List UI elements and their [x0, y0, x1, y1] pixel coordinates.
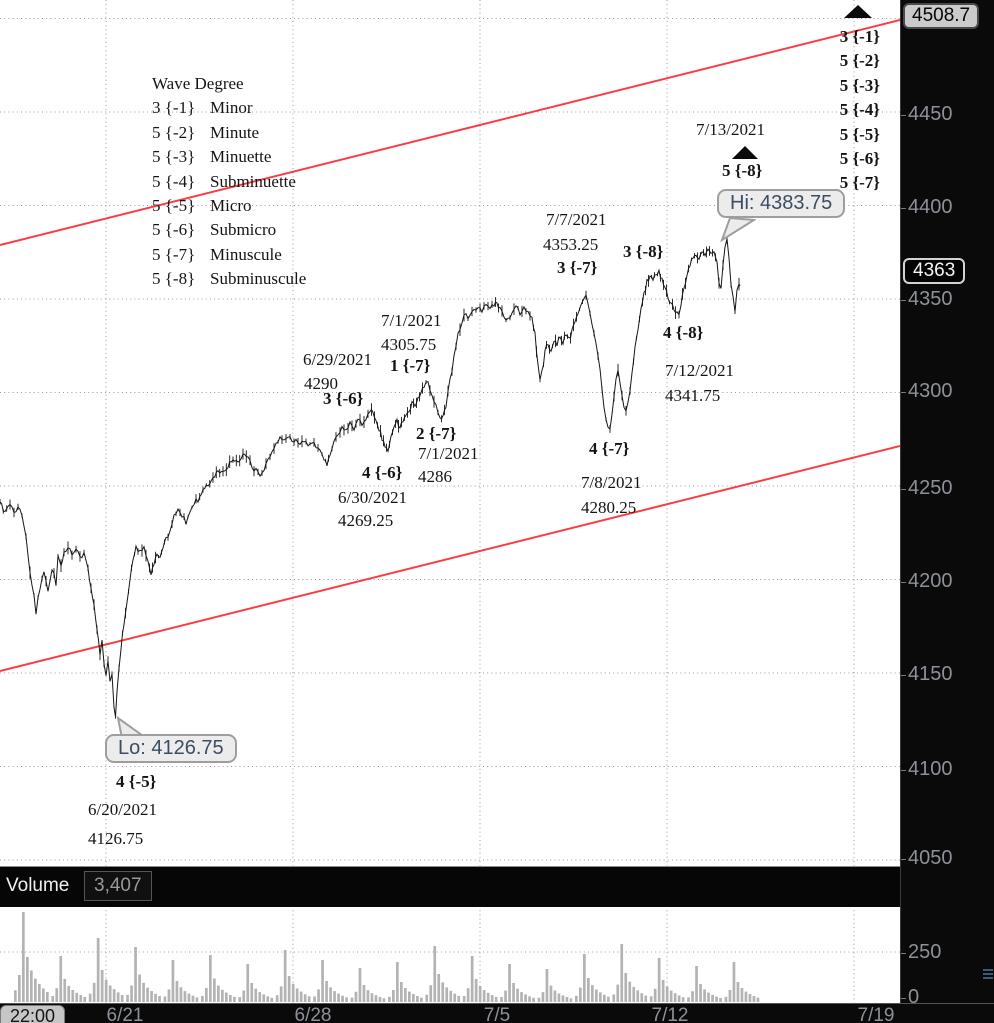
axis-tick	[901, 489, 906, 490]
price-axis-label: 4100	[908, 758, 953, 780]
wave-annotation: 6/30/2021	[338, 488, 407, 507]
price-axis[interactable]: 4508.7 4363 4450 4400 4350 4300 4250 4200 4150…	[900, 0, 994, 1023]
wave-annotation: 5 {-8}	[722, 161, 763, 180]
time-axis[interactable]: 6/21 6/28 7/5 7/12 7/19 22:00	[0, 1003, 994, 1023]
trendline-price-box: 4508.7	[903, 3, 980, 29]
legend-row: 5 {-5} Micro	[152, 196, 252, 216]
wave-annotation: 7/7/2021	[546, 210, 607, 229]
wave-annotation: 4 {-5}	[116, 772, 157, 791]
wave-annotation: 4305.75	[381, 335, 437, 354]
wave-annotation: 4 {-6}	[362, 463, 403, 482]
low-price-tooltip: Lo: 4126.75	[105, 734, 237, 763]
wave-stack-label: 5 {-3}	[839, 75, 880, 95]
legend-row: 5 {-4} Subminuette	[152, 171, 296, 191]
axis-tick	[901, 953, 906, 954]
price-axis-label: 4200	[908, 570, 953, 592]
wave-stack-label: 5 {-7}	[839, 173, 880, 193]
triangle-up-icon	[844, 5, 872, 18]
triangle-up-icon	[732, 146, 758, 159]
price-axis-label: 4300	[908, 380, 953, 402]
wave-stack-label: 3 {-1}	[839, 27, 880, 46]
legend-row: 5 {-7} Minuscule	[152, 244, 282, 264]
wave-stack-label: 5 {-6}	[839, 149, 880, 169]
wave-annotation: 4269.25	[338, 511, 394, 530]
price-axis-label: 4350	[908, 288, 953, 310]
time-axis-label: 6/28	[294, 1005, 332, 1023]
axis-tick	[901, 300, 906, 301]
wave-annotation: 4341.75	[665, 386, 721, 405]
volume-pane-header: Volume 3,407	[0, 866, 900, 907]
wave-annotation: 2 {-7}	[416, 424, 457, 443]
panel-resize-handle[interactable]	[983, 967, 993, 981]
wave-degree-legend: Wave Degree 3 {-1} Minor 5 {-2} Minute 5 {-3…	[152, 72, 306, 292]
wave-annotation: 4290	[304, 374, 338, 393]
axis-tick	[901, 675, 906, 676]
wave-annotation: 4280.25	[581, 498, 637, 517]
volume-axis-label: 0	[908, 986, 920, 1008]
wave-annotation: 6/29/2021	[303, 350, 372, 369]
wave-annotation: 7/1/2021	[418, 444, 479, 463]
wave-stack-label: 5 {-2}	[839, 51, 880, 71]
time-axis-label: 7/12	[651, 1005, 689, 1023]
volume-label: Volume	[6, 875, 70, 896]
wave-annotation: 3 {-7}	[557, 258, 598, 277]
high-price-tooltip: Hi: 4383.75	[717, 189, 846, 218]
legend-row: 5 {-8} Subminuscule	[152, 269, 307, 289]
price-axis-label: 4250	[908, 477, 953, 499]
wave-annotation: 1 {-7}	[390, 356, 431, 375]
wave-annotation: 7/8/2021	[581, 473, 642, 492]
current-time-box: 22:00	[0, 1005, 66, 1023]
wave-stack-label: 5 {-5}	[839, 124, 880, 144]
price-axis-label: 4150	[908, 663, 953, 685]
axis-tick	[901, 859, 906, 860]
wave-annotation: 4 {-8}	[663, 323, 704, 342]
axis-tick	[901, 392, 906, 393]
time-axis-label: 7/19	[857, 1005, 895, 1023]
wave-annotation: 4286	[418, 467, 452, 486]
volume-value: 3,407	[84, 871, 152, 901]
current-price-box: 4363	[903, 258, 966, 284]
time-axis-label: 6/21	[106, 1005, 144, 1023]
wave-annotation: 7/13/2021	[696, 120, 765, 139]
axis-tick	[901, 770, 906, 771]
time-axis-label: 7/5	[483, 1005, 511, 1023]
wave-annotation: 6/20/2021	[88, 800, 157, 819]
volume-axis-label: 250	[908, 941, 942, 963]
tooltip-tail	[720, 216, 756, 242]
price-axis-label: 4050	[908, 847, 953, 869]
legend-row: 3 {-1} Minor	[152, 98, 253, 118]
price-chart-canvas[interactable]	[0, 0, 900, 866]
price-axis-label: 4450	[908, 103, 953, 125]
legend-row: 5 {-3} Minuette	[152, 147, 272, 167]
wave-annotation: 4353.25	[543, 235, 599, 254]
price-axis-label: 4400	[908, 196, 953, 218]
wave-annotation: 3 {-8}	[623, 242, 664, 261]
axis-tick	[901, 208, 906, 209]
axis-tick	[901, 582, 906, 583]
price-chart-pane[interactable]: Wave Degree 3 {-1} Minor 5 {-2} Minute 5 {-3…	[0, 0, 900, 866]
volume-pane[interactable]	[0, 906, 900, 1003]
wave-label-stack: 3 {-1} 5 {-2} 5 {-3} 5 {-4} 5 {-5} 5 {-6} 5 {-…	[840, 25, 880, 196]
axis-tick	[901, 998, 906, 999]
wave-annotation: 7/12/2021	[665, 361, 734, 380]
legend-title: Wave Degree	[152, 74, 244, 93]
wave-stack-label: 5 {-4}	[839, 100, 880, 120]
wave-annotation: 4 {-7}	[589, 439, 630, 458]
wave-annotation: 7/1/2021	[381, 311, 442, 330]
legend-row: 5 {-2} Minute	[152, 122, 260, 142]
wave-annotation: 4126.75	[88, 829, 144, 848]
axis-tick	[901, 115, 906, 116]
legend-row: 5 {-6} Submicro	[152, 220, 277, 240]
volume-chart-canvas[interactable]	[0, 906, 900, 1003]
wave-annotation: 3 {-6}	[323, 389, 364, 408]
